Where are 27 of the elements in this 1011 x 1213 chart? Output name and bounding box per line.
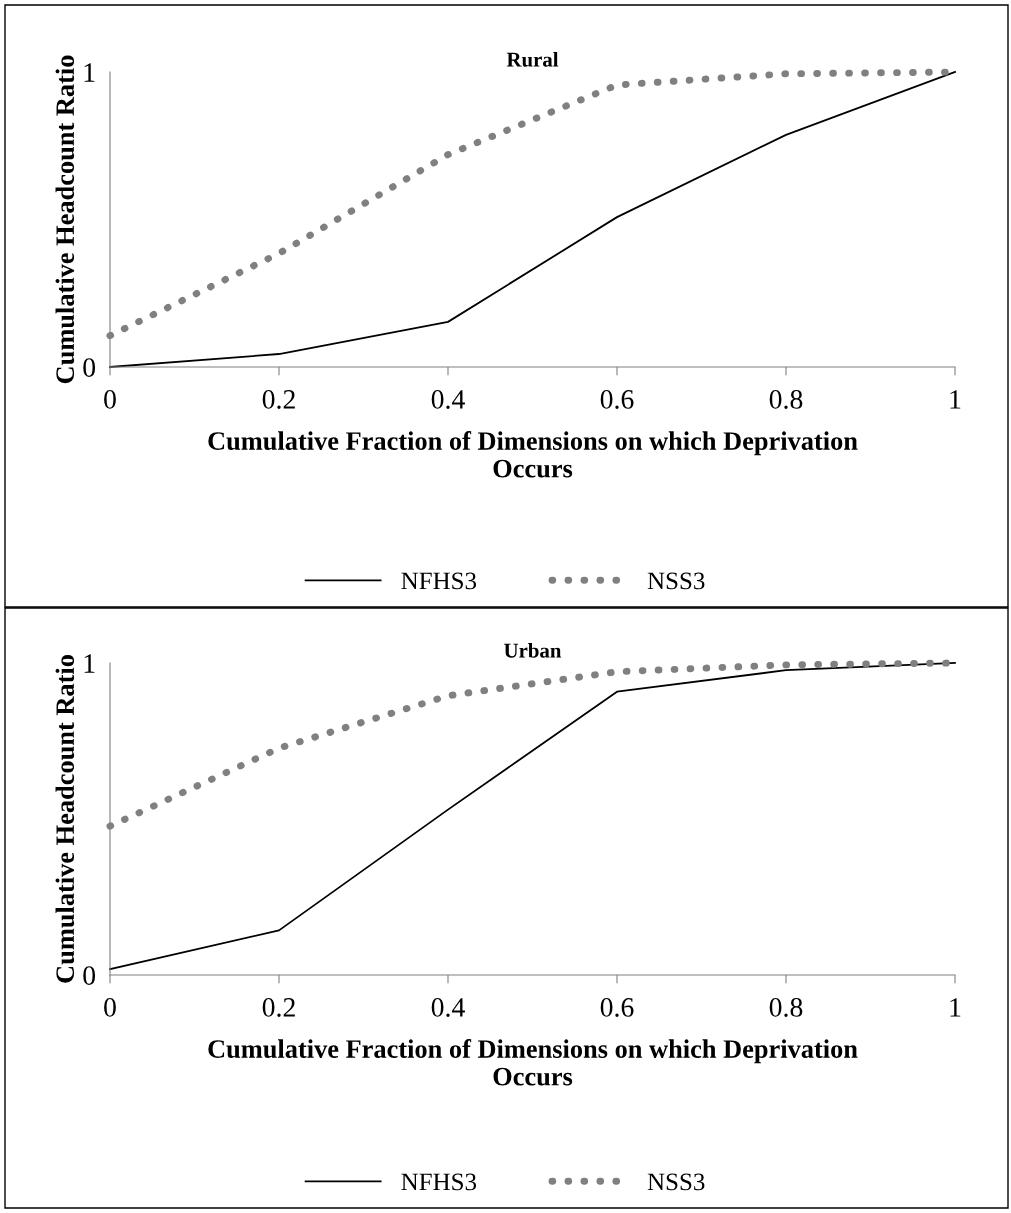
x-axis-title: Cumulative Fraction of Dimensions on which Deprivation Occurs	[208, 431, 858, 478]
x-tick-label: 0.8	[769, 390, 803, 409]
x-tick-label: 0.6	[600, 998, 634, 1017]
x-tick-label: 0.8	[769, 998, 803, 1017]
y-tick-label: 1	[84, 654, 95, 673]
y-tick-label: 0	[83, 358, 96, 377]
x-tick-label: 0.6	[600, 390, 634, 409]
legend-label: NFHS3	[401, 1173, 477, 1191]
x-tick-label: 0	[104, 998, 116, 1017]
line-series	[109, 662, 956, 970]
x-tick-label: 0.4	[431, 998, 465, 1017]
y-axis-title: Cumulative Headcount Ratio	[55, 655, 75, 983]
y-tick-label: 1	[84, 63, 95, 82]
x-tick-label: 0.2	[262, 998, 295, 1017]
legend-label: NFHS3	[401, 572, 477, 590]
chart-title: Urban	[504, 642, 562, 658]
chart-title: Rural	[506, 51, 559, 67]
x-tick-label: 1	[950, 390, 961, 409]
y-tick-label: 0	[83, 966, 96, 985]
legend-label: NSS3	[647, 1173, 705, 1191]
x-tick-label: 0.4	[431, 390, 465, 409]
x-tick-label: 0.2	[262, 390, 295, 409]
y-axis-title: Cumulative Headcount Ratio	[55, 55, 75, 384]
x-tick-label: 0	[104, 390, 116, 409]
x-axis-title: Cumulative Fraction of Dimensions on which Deprivation Occurs	[208, 1039, 858, 1086]
x-tick-label: 1	[950, 998, 961, 1017]
legend-label: NSS3	[647, 572, 705, 590]
